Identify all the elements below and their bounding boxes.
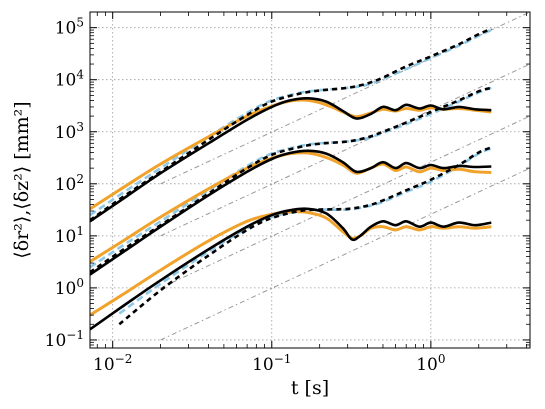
series-line-black-solid [90,207,492,331]
y-tick-label: 105 [55,16,84,39]
reference-line [160,115,530,289]
x-tick-label: 100 [416,352,445,375]
plot-frame [89,11,531,349]
ticks [90,12,530,348]
y-tick-label: 10−1 [45,328,84,351]
x-tick-label: 10−1 [252,352,291,375]
series-group [90,27,492,331]
y-tick-label: 101 [55,224,84,247]
y-tick-label: 102 [55,172,84,195]
reference-line [160,63,530,237]
plot-background [90,12,530,348]
series-line-black-dashed [118,146,492,326]
y-axis-label: ⟨δr²⟩,⟨δz²⟩ [mm²] [11,101,33,258]
y-tick-label: 100 [55,276,84,299]
series-line-black-dashed [90,86,492,274]
reference-line [160,167,530,341]
series-line-black-solid [90,149,492,276]
series-line-black-solid [90,96,492,223]
grid [90,12,530,348]
series-line-orange-solid [90,151,492,263]
y-tick-label: 103 [55,120,84,143]
series-line-black-dashed [90,27,492,222]
y-tick-label: 104 [55,68,85,91]
x-axis-label: t [s] [291,377,329,399]
x-tick-label: 10−2 [93,352,132,375]
